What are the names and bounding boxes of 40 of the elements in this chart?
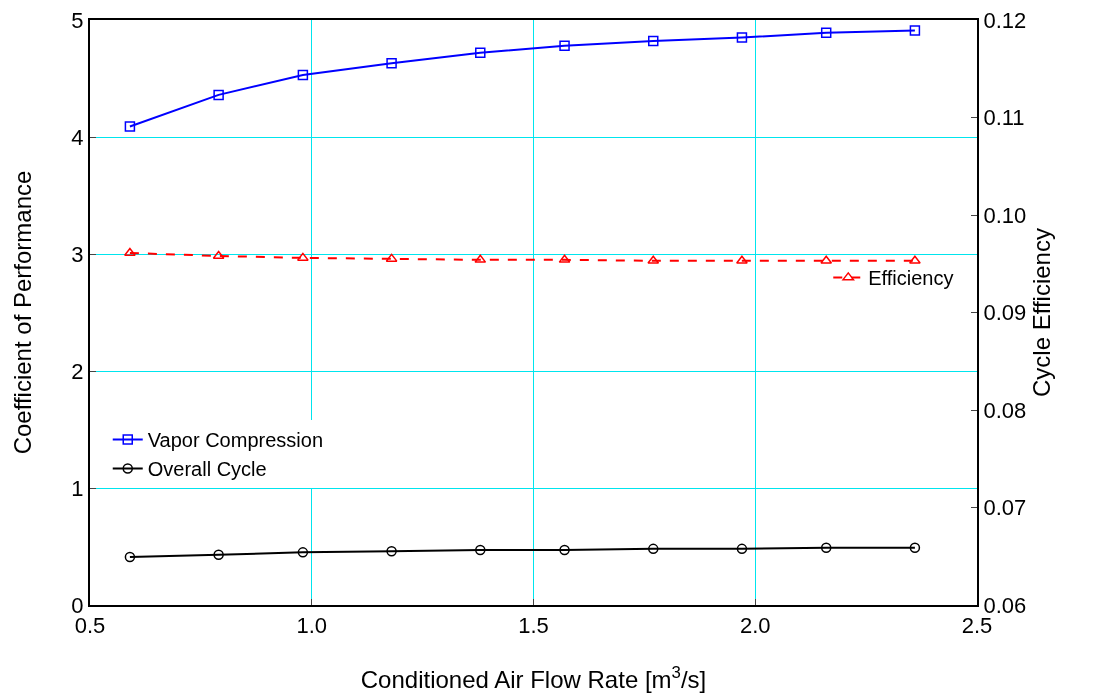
point: [648, 35, 659, 47]
point: [213, 549, 224, 560]
y-tick-label: 4: [71, 124, 84, 150]
point: [475, 544, 486, 556]
point: [124, 551, 136, 563]
y-tick-label: 3: [71, 241, 84, 267]
point: [820, 542, 832, 553]
legend-label: Overall Cycle: [147, 458, 267, 481]
y2-tick-label: 0.09: [983, 300, 1027, 326]
legend-label: Efficiency: [868, 267, 954, 290]
y-tick-label: 2: [71, 358, 84, 384]
y2-tick-label: 0.11: [983, 105, 1025, 131]
y2-axis-title: Cycle Efficiency: [1028, 228, 1056, 397]
point: [297, 547, 309, 558]
x-axis-title: Conditioned Air Flow Rate [m$^{3}$/s]: [360, 662, 707, 693]
point: [386, 545, 397, 557]
point: [386, 58, 397, 69]
x-tick-label: 1.5: [518, 613, 549, 639]
legend-label: Vapor Compression: [147, 429, 324, 452]
point: [124, 121, 136, 132]
y-axis-title: Coefficient of Performance: [9, 170, 36, 455]
y-tick-label: 5: [71, 7, 84, 33]
point: [736, 32, 748, 43]
y-tick-label: 1: [71, 475, 84, 501]
point: [909, 542, 921, 553]
y2-tick-label: 0.12: [983, 7, 1027, 33]
point: [909, 25, 921, 36]
point: [475, 47, 486, 59]
x-tick-label: 1.0: [296, 613, 328, 639]
point: [297, 69, 309, 81]
y2-tick-label: 0.08: [983, 397, 1027, 423]
point: [559, 544, 570, 556]
point: [559, 40, 570, 51]
point: [648, 543, 659, 555]
y2-tick-label: 0.10: [983, 202, 1027, 228]
x-tick-label: 2.0: [739, 613, 771, 639]
point: [736, 543, 748, 555]
point: [213, 89, 224, 101]
y2-tick-label: 0.07: [983, 495, 1027, 521]
point: [820, 27, 832, 39]
